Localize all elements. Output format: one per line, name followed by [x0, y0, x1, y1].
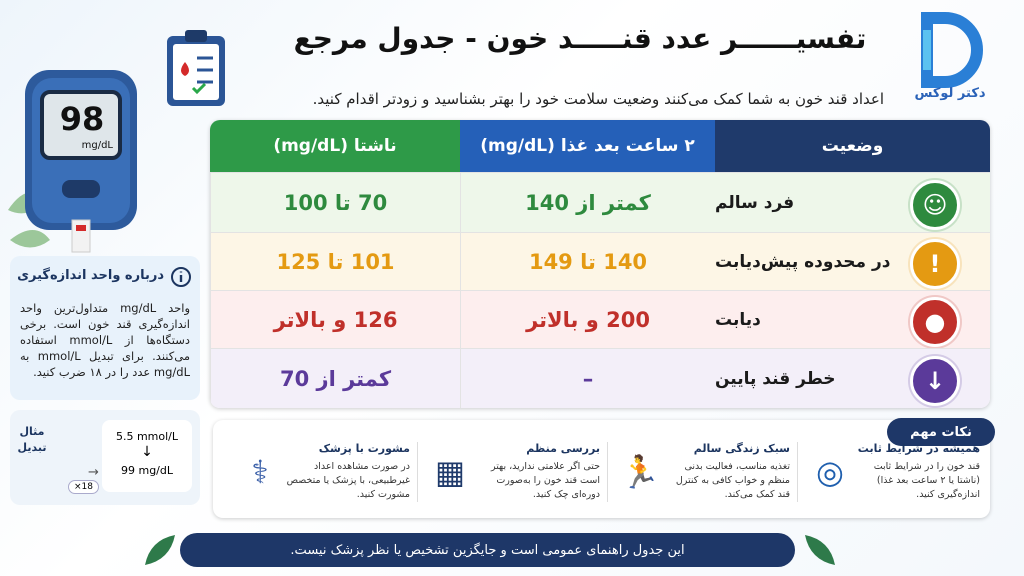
header-cell: ۲ ساعت بعد غذا (mg/dL): [460, 120, 715, 172]
table: وضعیت ۲ ساعت بعد غذا (mg/dL) ناشتا (mg/dL)…: [210, 120, 990, 408]
example-box: مثال تبدیل 5.5 mmol/L ↓ 99 mg/dL → ×18: [10, 410, 200, 505]
tip-icon: ▦: [434, 453, 466, 491]
status-icon: ●: [910, 297, 960, 347]
header-cell: وضعیت: [715, 120, 990, 172]
meter-unit: mg/dL: [81, 140, 113, 151]
value-cell: کمتر از 140: [460, 172, 715, 232]
value-cell: 140 تا 149: [460, 232, 715, 290]
status-icon: ↓: [910, 356, 960, 406]
tip-icon: ⚕: [251, 453, 269, 491]
tip-icon: 🏃: [620, 453, 660, 491]
clipboard-icon: [167, 30, 225, 106]
tip-title: بررسی منظم: [526, 442, 600, 455]
example-label: مثال تبدیل: [17, 425, 47, 454]
info-text: واحد mg/dL متداول‌ترین واحد اندازه‌گیری …: [20, 301, 190, 379]
title: تفسیــــــر عدد قنـــــد خون - جدول مرجع: [293, 22, 867, 55]
example-to: 99 mg/dL: [120, 464, 173, 477]
leaf: [805, 535, 835, 565]
value-cell: 70 تا 100: [210, 172, 460, 232]
value-cell: 200 و بالاتر: [460, 290, 715, 348]
meter-reading: 98: [59, 100, 105, 138]
info-title: درباره واحد اندازه‌گیری: [17, 268, 164, 283]
logo: [921, 12, 983, 88]
tips-title: نکات مهم: [887, 418, 995, 446]
arrow: →: [88, 465, 99, 480]
tip-text: در صورت مشاهده اعداد غیرطبیعی، با پزشک ی…: [286, 461, 410, 500]
glucometer: [8, 70, 137, 253]
footer: این جدول راهنمای عمومی است و جایگزین تشخ…: [180, 533, 795, 567]
example-factor: ×18: [68, 480, 99, 494]
info-icon: [171, 267, 191, 287]
tip-text: حتی اگر علامتی ندارید، بهتر است قند خون …: [490, 461, 600, 500]
tip-title: همیشه در شرایط ثابت: [857, 442, 980, 455]
status-icon: !: [910, 239, 960, 289]
example-arrow: ↓: [141, 444, 153, 460]
subtitle: اعداد قند خون به شما کمک می‌کنند وضعیت س…: [312, 90, 884, 108]
value-cell: کمتر از 70: [210, 348, 460, 408]
info-box: درباره واحد اندازه‌گیری واحد mg/dL متداو…: [10, 256, 200, 400]
divider: [607, 442, 608, 502]
leaf: [145, 535, 175, 565]
example-from: 5.5 mmol/L: [115, 430, 179, 443]
value-cell: –: [460, 348, 715, 408]
brand: دکتر لوکس: [914, 86, 986, 101]
tip-title: سبک زندگی سالم: [693, 442, 790, 455]
tip-text: تغذیه مناسب، فعالیت بدنی منظم و خواب کاف…: [675, 461, 790, 500]
tip-text: قند خون را در شرایط ثابت (ناشتا یا ۲ ساع…: [873, 461, 980, 500]
header-cell: ناشتا (mg/dL): [210, 120, 460, 172]
example-card: [102, 420, 192, 492]
divider: [417, 442, 418, 502]
tips-box: نکات مهم ◎ همیشه در شرایط ثابت قند خون را …: [213, 418, 995, 518]
tip-title: مشورت با پزشک: [318, 442, 410, 455]
status-icon: ☺: [910, 180, 960, 230]
value-cell: 101 تا 125: [210, 232, 460, 290]
divider: [797, 442, 798, 502]
value-cell: 126 و بالاتر: [210, 290, 460, 348]
tip-icon: ◎: [816, 453, 844, 491]
